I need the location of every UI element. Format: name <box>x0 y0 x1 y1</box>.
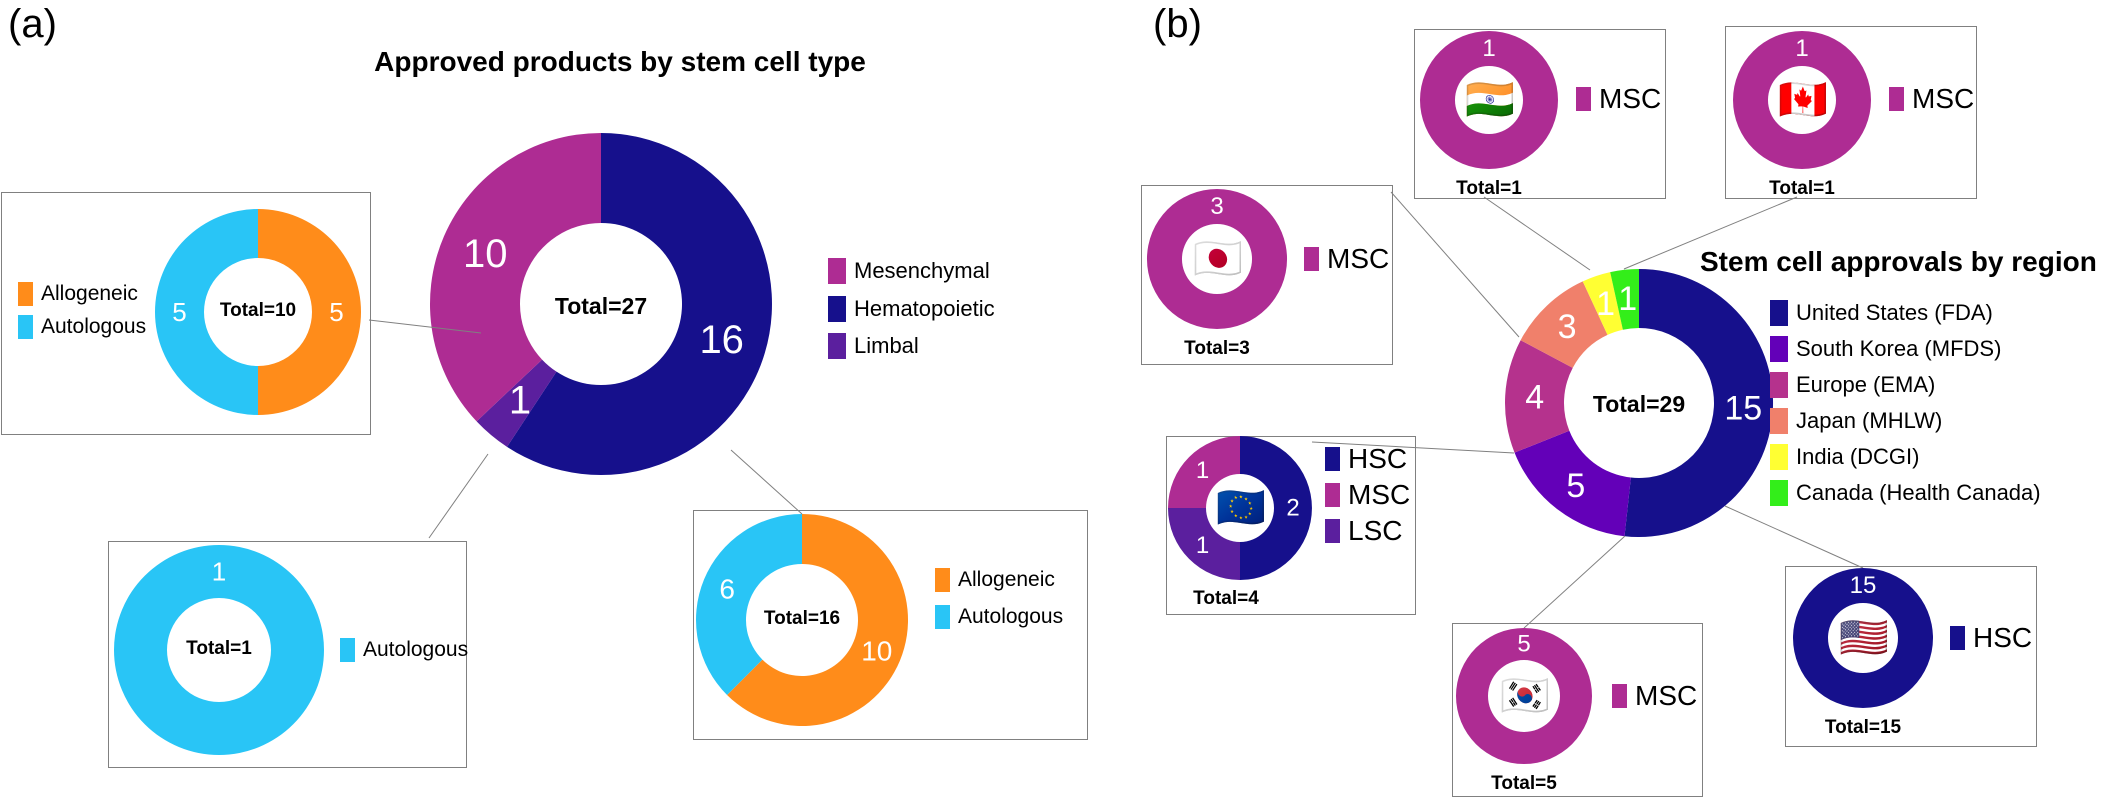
svg-text:2: 2 <box>1286 495 1299 522</box>
svg-text:1: 1 <box>1196 532 1209 559</box>
svg-text:1: 1 <box>1196 457 1209 484</box>
